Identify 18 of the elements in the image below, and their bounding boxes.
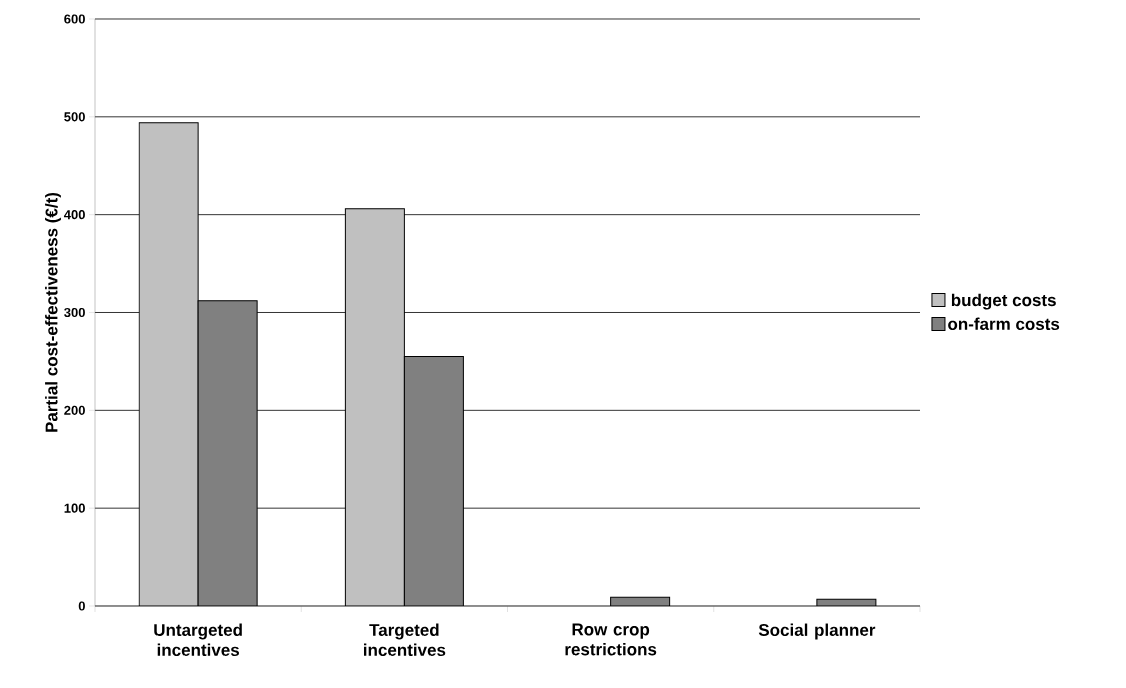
bar xyxy=(344,208,405,606)
x-tick-label: Untargeted incentives xyxy=(154,623,242,657)
y-tick-label: 600 xyxy=(64,14,85,24)
bar xyxy=(197,300,258,606)
y-tick-label: 400 xyxy=(63,210,85,220)
legend-label: budget costs xyxy=(951,293,1056,310)
y-tick-label: 500 xyxy=(64,112,85,122)
y-axis-title: Partial cost-effectiveness (€/t) xyxy=(45,192,61,432)
x-tick-label: Social planner xyxy=(758,623,876,640)
legend-label: on-farm costs xyxy=(948,317,1060,330)
y-tick-label: 0 xyxy=(78,601,85,611)
bar xyxy=(138,122,199,606)
x-tick-label: Targeted incentives xyxy=(364,623,446,657)
y-tick-label: 300 xyxy=(64,307,85,318)
y-tick-label: 200 xyxy=(64,405,85,415)
bar xyxy=(403,356,464,606)
x-tick-label: Row crop restrictions xyxy=(565,623,657,656)
y-tick-label: 100 xyxy=(64,503,85,513)
